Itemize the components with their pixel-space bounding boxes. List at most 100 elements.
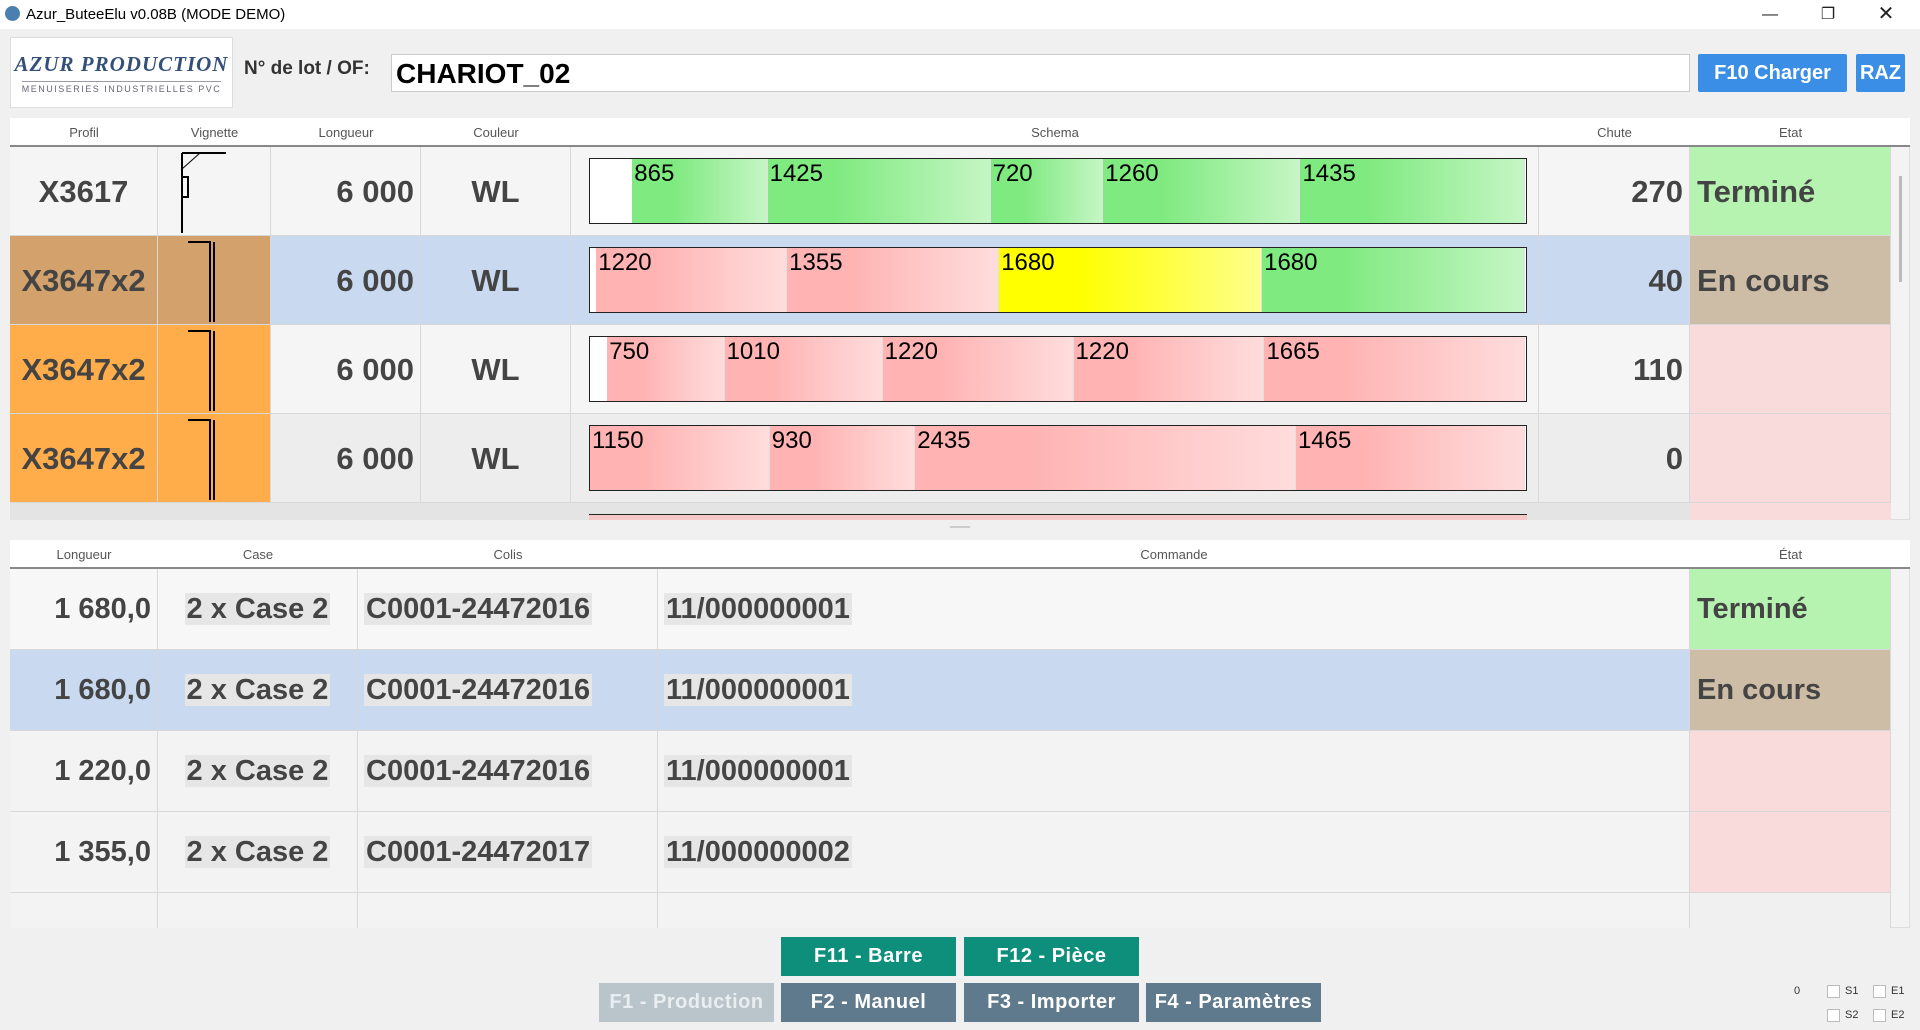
close-button[interactable]: ✕ <box>1877 3 1895 25</box>
schema-segment: 1665 <box>1264 337 1525 401</box>
cell-chute: 110 <box>1539 325 1690 414</box>
input-label: E2 <box>1891 1009 1905 1021</box>
input-checkbox[interactable] <box>1873 1009 1886 1022</box>
cell-vignette <box>158 147 271 236</box>
cell-couleur: WL <box>421 147 571 236</box>
function-button[interactable]: F4 - Paramètres <box>1146 983 1321 1022</box>
schema-segment: 1010 <box>725 337 883 401</box>
profile-thumbnail <box>181 152 226 233</box>
column-header[interactable]: Chute <box>1597 125 1632 140</box>
cell-etat: Terminé <box>1690 569 1891 650</box>
cell-vignette <box>158 236 271 325</box>
cell-etat <box>1690 414 1891 503</box>
cell-text: 11/000000001 <box>664 674 852 706</box>
lot-label: N° de lot / OF: <box>244 58 370 79</box>
column-header[interactable]: Profil <box>69 125 99 140</box>
cell-etat <box>1690 325 1891 414</box>
window-title: Azur_ButeeElu v0.08B (MODE DEMO) <box>26 6 286 23</box>
cell-text: 2 x Case 2 <box>184 674 331 706</box>
function-button: F1 - Production <box>599 983 774 1022</box>
column-header[interactable]: Case <box>242 547 274 562</box>
cell-text: 1 680,0 <box>54 593 151 625</box>
cell-text: 11/000000001 <box>664 593 852 625</box>
cell-schema <box>571 414 1539 503</box>
segment-label: 2435 <box>917 427 971 454</box>
cell-colis: C0001-24472016 <box>358 650 658 731</box>
schema-segment: 1150 <box>590 426 770 490</box>
cell-longueur: 1 680,0 <box>10 650 158 731</box>
cell-empty <box>658 893 1690 928</box>
column-header[interactable]: État <box>1778 547 1803 562</box>
cell-text: 2 x Case 2 <box>184 836 331 868</box>
segment-label: 865 <box>634 160 675 187</box>
function-button[interactable]: F2 - Manuel <box>781 983 956 1022</box>
column-header[interactable]: Colis <box>493 547 523 562</box>
cell-schema <box>571 236 1539 325</box>
cell-longueur: 1 355,0 <box>10 812 158 893</box>
cell-text: 2 x Case 2 <box>184 593 331 625</box>
cell-text: 1 220,0 <box>54 755 151 787</box>
input-checkbox[interactable] <box>1873 985 1886 998</box>
segment-label: 1220 <box>884 338 939 365</box>
cell-etat-partial <box>1690 503 1891 520</box>
cell-text: 1 680,0 <box>54 674 151 706</box>
lot-input[interactable]: CHARIOT_02 <box>391 54 1690 92</box>
cell-couleur: WL <box>421 325 571 414</box>
column-header[interactable]: Longueur <box>318 125 374 140</box>
cell-empty <box>10 893 158 928</box>
schema-segment: 1435 <box>1300 159 1525 223</box>
column-header[interactable]: Vignette <box>190 125 239 140</box>
app-icon <box>5 6 20 21</box>
restore-button[interactable]: ❐ <box>1820 6 1836 23</box>
cell-schema <box>571 325 1539 414</box>
function-button[interactable]: F3 - Importer <box>964 983 1139 1022</box>
logo-title: AZUR PRODUCTION <box>14 52 229 76</box>
cell-longueur: 6 000 <box>271 236 421 325</box>
column-header[interactable]: Commande <box>1140 547 1208 562</box>
status-counter: 0 <box>1794 985 1801 997</box>
function-button[interactable]: F11 - Barre <box>781 937 956 976</box>
column-header[interactable]: Schema <box>1031 125 1079 140</box>
reset-button[interactable]: RAZ <box>1856 54 1905 92</box>
cell-longueur: 1 220,0 <box>10 731 158 812</box>
input-checkbox[interactable] <box>1827 985 1840 998</box>
column-header[interactable]: Longueur <box>56 547 112 562</box>
cell-text: 2 x Case 2 <box>184 755 331 787</box>
minimize-button[interactable]: — <box>1762 6 1778 23</box>
input-checkbox[interactable] <box>1827 1009 1840 1022</box>
cell-case: 2 x Case 2 <box>158 569 358 650</box>
cell-chute: 40 <box>1539 236 1690 325</box>
cell-case: 2 x Case 2 <box>158 731 358 812</box>
segment-label: 1010 <box>726 338 780 365</box>
cell-couleur: WL <box>421 236 571 325</box>
cell-empty <box>358 893 658 928</box>
scrollbar-thumb[interactable] <box>1899 176 1902 282</box>
load-button[interactable]: F10 Charger <box>1698 54 1847 92</box>
function-button[interactable]: F12 - Pièce <box>964 937 1139 976</box>
schema-segment: 720 <box>991 159 1104 223</box>
cell-case: 2 x Case 2 <box>158 812 358 893</box>
table-header <box>10 118 1910 147</box>
segment-label: 1665 <box>1266 338 1320 365</box>
segment-label: 1435 <box>1302 160 1356 187</box>
title-bar <box>0 0 1920 29</box>
schema-bar: 1220 1355 1680 1680 <box>589 247 1527 313</box>
cell-longueur: 6 000 <box>271 325 421 414</box>
schema-segment: 1680 <box>999 248 1263 312</box>
cell-couleur: WL <box>421 414 571 503</box>
column-header[interactable]: Couleur <box>473 125 519 140</box>
cell-text: C0001-24472016 <box>364 593 593 625</box>
profile-thumbnail <box>188 419 215 500</box>
segment-label: 1220 <box>1075 338 1129 365</box>
input-label: S1 <box>1845 985 1859 997</box>
segment-label: 1465 <box>1297 427 1352 454</box>
splitter[interactable] <box>950 526 970 528</box>
schema-segment: 2435 <box>915 426 1296 490</box>
cell-etat: En cours <box>1690 650 1891 731</box>
column-header[interactable]: Etat <box>1778 125 1803 140</box>
cell-empty <box>158 893 358 928</box>
profile-thumbnail <box>188 330 215 411</box>
schema-segment: 1465 <box>1296 426 1525 490</box>
schema-bar: 865 1425 720 1260 1435 <box>589 158 1527 224</box>
